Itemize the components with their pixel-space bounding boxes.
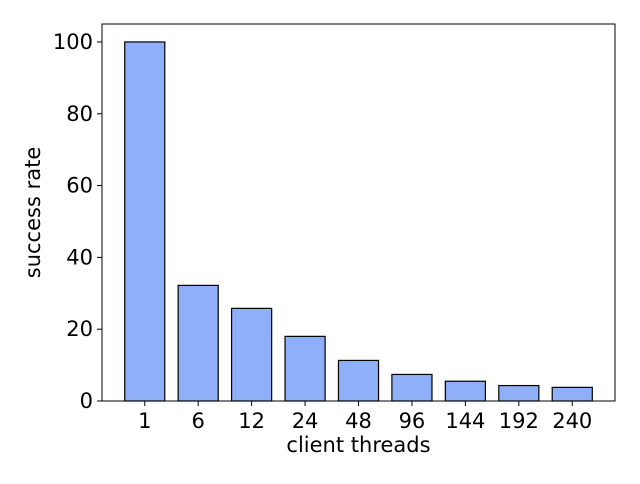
bar-240 xyxy=(551,386,593,402)
y-axis: 0 20 40 60 80 100 xyxy=(53,30,102,413)
bar-48 xyxy=(337,359,380,402)
bar-24 xyxy=(284,335,326,402)
y-tick-label: 60 xyxy=(66,174,93,198)
x-tick-label: 96 xyxy=(399,409,426,433)
y-tick-label: 80 xyxy=(66,102,93,126)
y-tick-label: 40 xyxy=(66,245,93,269)
bar-192 xyxy=(498,384,540,402)
x-tick-label: 48 xyxy=(345,409,372,433)
x-tick-label: 240 xyxy=(552,409,592,433)
x-axis-label: client threads xyxy=(286,433,430,457)
bar-12 xyxy=(230,307,273,402)
x-tick-label: 192 xyxy=(499,409,539,433)
bar-144 xyxy=(444,380,487,402)
y-axis-label: success rate xyxy=(21,147,45,278)
x-tick-label: 24 xyxy=(292,409,319,433)
y-tick-label: 100 xyxy=(53,30,93,54)
x-tick-label: 144 xyxy=(445,409,485,433)
bar-6 xyxy=(177,284,219,402)
x-tick-label: 6 xyxy=(192,409,205,433)
x-tick-label: 12 xyxy=(238,409,265,433)
x-axis: 1 6 12 24 48 96 144 192 240 xyxy=(138,401,592,433)
y-tick-label: 0 xyxy=(80,389,93,413)
bars-layer xyxy=(124,41,593,402)
bar-1 xyxy=(124,41,166,402)
x-tick-label: 1 xyxy=(138,409,151,433)
y-tick-label: 20 xyxy=(66,317,93,341)
bar-96 xyxy=(391,373,433,402)
